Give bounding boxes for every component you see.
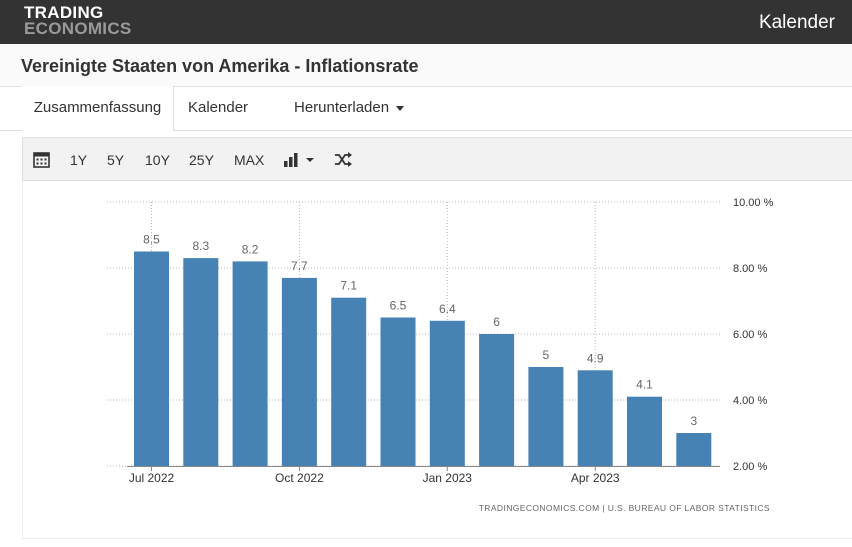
bar-chart-icon	[284, 153, 298, 167]
calendar-icon[interactable]	[33, 151, 50, 171]
tab-calendar[interactable]: Kalender	[188, 99, 249, 116]
tab-bar: Zusammenfassung Kalender Herunterladen	[0, 86, 852, 131]
range-1y-button[interactable]: 1Y	[70, 152, 88, 168]
logo[interactable]: TRADING ECONOMICS	[24, 3, 132, 38]
top-bar: TRADING ECONOMICS Kalender	[0, 0, 852, 44]
range-10y-button[interactable]: 10Y	[145, 152, 170, 168]
tab-spacer	[0, 86, 23, 129]
title-bar: Vereinigte Staaten von Amerika - Inflati…	[0, 44, 852, 87]
tab-download-label: Herunterladen	[294, 99, 390, 116]
tab-summary[interactable]: Zusammenfassung	[22, 86, 174, 131]
range-max-button[interactable]: MAX	[234, 152, 265, 168]
chart-toolbar: 1Y 5Y 10Y 25Y MAX	[22, 137, 852, 181]
range-5y-button[interactable]: 5Y	[107, 152, 125, 168]
chart-container	[22, 181, 852, 539]
logo-line1: TRADING	[24, 3, 104, 22]
logo-line2: ECONOMICS	[24, 19, 132, 38]
shuffle-icon[interactable]	[334, 152, 352, 170]
caret-down-icon	[396, 105, 405, 111]
calendar-link[interactable]: Kalender	[758, 12, 835, 33]
tab-download[interactable]: Herunterladen	[294, 86, 405, 130]
chart-type-button[interactable]	[283, 152, 315, 171]
range-25y-button[interactable]: 25Y	[189, 152, 214, 168]
page-title: Vereinigte Staaten von Amerika - Inflati…	[21, 56, 419, 76]
